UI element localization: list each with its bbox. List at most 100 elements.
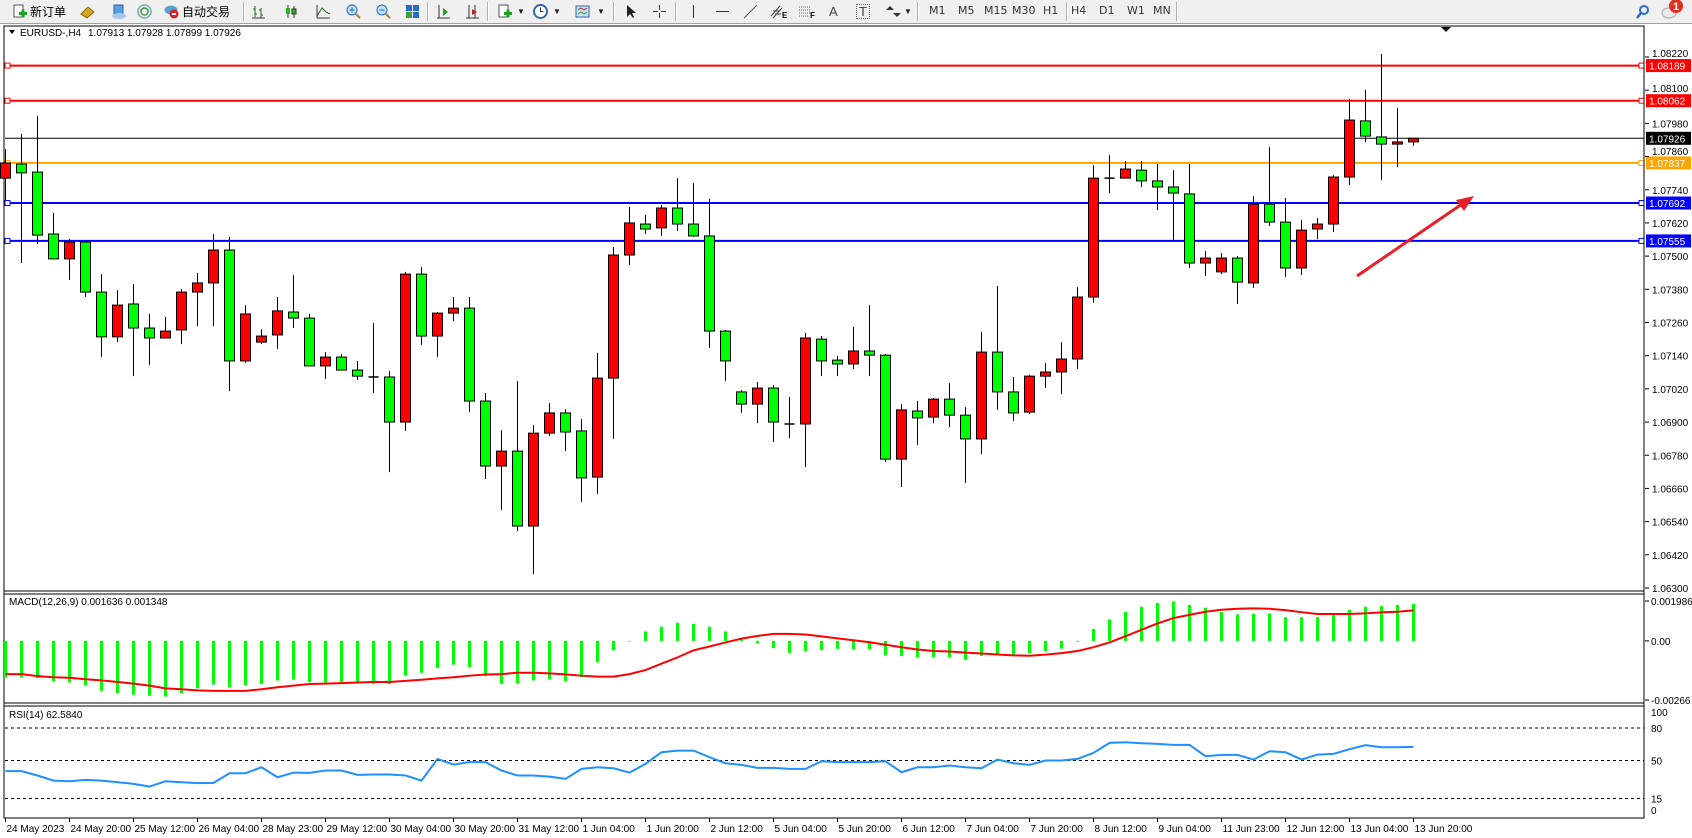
- cursor-button[interactable]: [624, 2, 639, 20]
- level-handle-right[interactable]: [1638, 237, 1645, 244]
- candle-body: [0, 162, 11, 179]
- level-handle-right[interactable]: [1638, 62, 1645, 69]
- symbol-header: EURUSD-,H4: [20, 28, 82, 39]
- vertical-line-button[interactable]: [686, 2, 701, 20]
- text-tool-button[interactable]: A: [829, 2, 838, 20]
- periods-button[interactable]: [533, 2, 548, 20]
- candle: [752, 381, 763, 424]
- candle: [240, 305, 251, 363]
- auto-trading-icon: [164, 4, 179, 19]
- timeframe-d1[interactable]: D1: [1099, 4, 1115, 17]
- candle: [512, 381, 523, 532]
- candle-body: [864, 350, 875, 356]
- candle-body: [768, 387, 779, 423]
- new-chart-button[interactable]: [497, 2, 512, 20]
- arrows-dropdown-arrow[interactable]: ▼: [904, 7, 912, 16]
- crosshair-button[interactable]: [652, 2, 667, 20]
- new-chart-dropdown-arrow[interactable]: ▼: [517, 7, 525, 16]
- toolbar-separator: [917, 2, 919, 21]
- timeframe-mn[interactable]: MN: [1153, 4, 1171, 17]
- chart-shift-marker[interactable]: [1441, 27, 1451, 32]
- new-chart-icon: [497, 4, 512, 19]
- price-tick-label: 1.07620: [1652, 219, 1689, 230]
- templates-dropdown-arrow[interactable]: ▼: [597, 7, 605, 16]
- candle-body: [928, 398, 939, 418]
- search-button[interactable]: [1635, 2, 1650, 20]
- time-tick-label: 1 Jun 20:00: [647, 824, 700, 835]
- fibonacci-retracement-icon: [798, 4, 813, 19]
- new-order-icon: [12, 4, 27, 19]
- time-tick-label: 28 May 23:00: [263, 824, 324, 835]
- auto-trading-button[interactable]: 自动交易: [164, 2, 230, 20]
- symbol-dropdown-icon[interactable]: [9, 30, 15, 34]
- price-tick-label: 1.07860: [1652, 147, 1689, 158]
- terminal-icon: [111, 4, 126, 19]
- level-handle-left[interactable]: [4, 200, 11, 207]
- periods-dropdown-arrow[interactable]: ▼: [553, 7, 561, 16]
- candle-body: [560, 412, 571, 433]
- bar-chart-button[interactable]: [251, 2, 266, 20]
- timeframe-h4[interactable]: H4: [1071, 4, 1087, 17]
- text-label-button[interactable]: T: [856, 4, 870, 19]
- level-price-badge: [1646, 196, 1691, 210]
- toolbar-separator: [243, 2, 245, 21]
- time-tick-label: 13 Jun 04:00: [1351, 824, 1409, 835]
- level-handle-right[interactable]: [1638, 97, 1645, 104]
- level-handle-right[interactable]: [1638, 200, 1645, 207]
- timeframe-m15[interactable]: M15: [984, 4, 1008, 17]
- auto-scroll-button[interactable]: [436, 2, 451, 20]
- zoom-in-button[interactable]: [346, 2, 361, 20]
- candle: [1232, 256, 1243, 304]
- candle: [1200, 250, 1211, 277]
- horizontal-line-button[interactable]: [715, 2, 730, 20]
- arrows-button[interactable]: [886, 2, 901, 20]
- tile-windows-button[interactable]: [405, 2, 420, 20]
- candle: [816, 336, 827, 377]
- time-tick-label: 6 Jun 12:00: [903, 824, 956, 835]
- candle-body: [1296, 229, 1307, 269]
- fibonacci-channel-icon: [770, 4, 785, 19]
- line-chart-button[interactable]: [316, 2, 331, 20]
- timeframe-m5[interactable]: M5: [958, 4, 975, 17]
- fibonacci-channel-button[interactable]: E: [770, 2, 787, 20]
- trend-arrow-line[interactable]: [1356, 202, 1463, 278]
- price-tick-label: 1.06900: [1652, 418, 1689, 429]
- terminal-button[interactable]: [111, 2, 126, 20]
- timeframe-m30[interactable]: M30: [1012, 4, 1036, 17]
- rsi-tick-label: 100: [1651, 708, 1668, 719]
- level-handle-left[interactable]: [4, 237, 11, 244]
- candle-body: [848, 350, 859, 365]
- templates-button[interactable]: [575, 2, 590, 20]
- price-tick-label: 1.08220: [1652, 49, 1689, 60]
- time-tick-label: 11 Jun 23:00: [1223, 824, 1281, 835]
- candlestick-chart-button[interactable]: [284, 2, 299, 20]
- candle: [464, 297, 475, 413]
- candle: [288, 274, 299, 329]
- timeframe-h1[interactable]: H1: [1043, 4, 1059, 17]
- candle-body: [112, 304, 123, 338]
- price-tick-label: 1.07020: [1652, 385, 1689, 396]
- zoom-out-button[interactable]: [376, 2, 391, 20]
- level-handle-right[interactable]: [1638, 159, 1645, 166]
- candle: [1408, 137, 1419, 146]
- arrows-icon: [886, 4, 901, 19]
- fibonacci-retracement-button[interactable]: F: [798, 2, 815, 20]
- market-watch-button[interactable]: [80, 2, 95, 20]
- price-tick-label: 1.06300: [1652, 584, 1689, 595]
- timeframe-m1[interactable]: M1: [929, 4, 946, 17]
- chat-button[interactable]: 1: [1661, 0, 1687, 19]
- candle: [800, 333, 811, 468]
- trendline-button[interactable]: [743, 2, 758, 20]
- signals-button[interactable]: [137, 2, 152, 20]
- level-handle-left[interactable]: [4, 97, 11, 104]
- candle-body: [208, 249, 219, 284]
- new-order-button[interactable]: 新订单: [12, 2, 66, 20]
- candle-body: [1040, 371, 1051, 377]
- chart-shift-button[interactable]: [465, 2, 480, 20]
- timeframe-w1[interactable]: W1: [1127, 4, 1145, 17]
- candle: [1216, 253, 1227, 275]
- notification-badge: 1: [1673, 1, 1680, 13]
- level-handle-left[interactable]: [4, 62, 11, 69]
- candle: [576, 419, 587, 502]
